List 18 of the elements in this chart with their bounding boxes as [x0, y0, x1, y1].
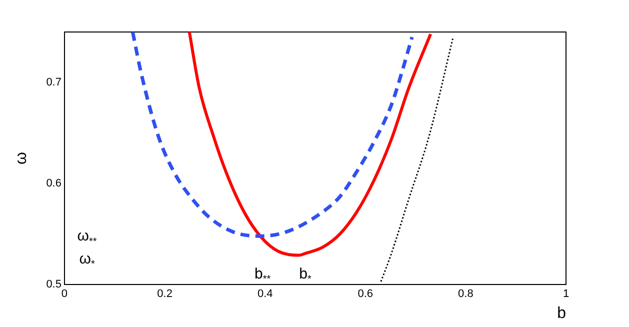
y-tick-label: 0.7: [46, 76, 62, 89]
line-series: [380, 36, 454, 282]
y-tick-label: 0.5: [46, 278, 62, 291]
annotation: ω*: [79, 250, 95, 270]
x-axis-title: b: [557, 304, 566, 322]
line-series: [130, 32, 414, 238]
x-tick-label: 0: [61, 288, 68, 300]
x-tick-label: 0.8: [458, 288, 474, 300]
x-tick-label: 0.4: [257, 288, 273, 300]
x-tick-label: 0.2: [157, 288, 172, 300]
annotation: ω**: [77, 228, 97, 248]
y-tick-label: 0.6: [46, 178, 62, 190]
y-axis-title: ω: [13, 152, 30, 165]
annotation: b**: [254, 266, 271, 286]
x-tick-label: 1: [562, 288, 570, 300]
line-series: [188, 32, 432, 257]
annotation: b*: [299, 266, 312, 286]
x-tick-label: 0.6: [358, 288, 374, 300]
